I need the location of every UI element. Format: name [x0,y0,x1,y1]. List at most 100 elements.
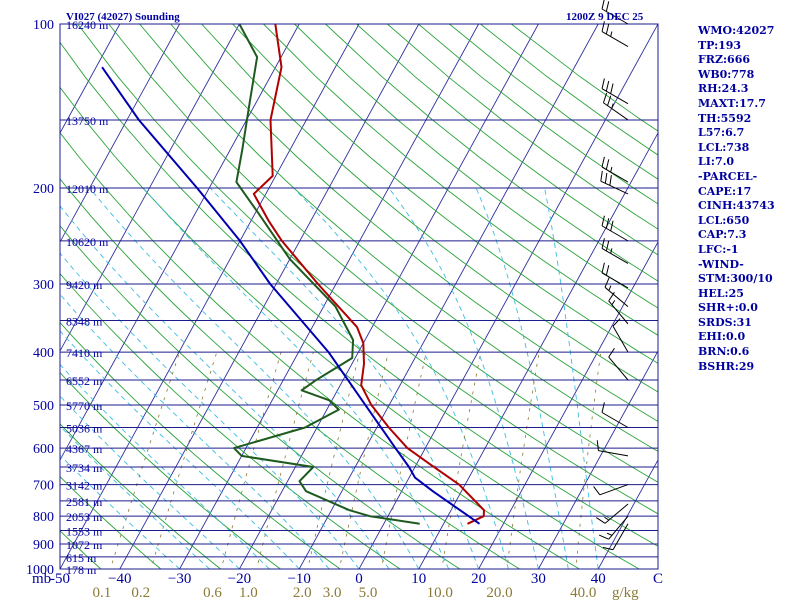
moist-adiabat-line [60,395,240,569]
pressure-unit-label: mb [32,571,51,587]
mixing-ratio-label: 5.0 [359,585,378,600]
wind-barb-full [605,159,610,170]
wind-barb-full [608,291,615,302]
pressure-tick-label: 1000 [26,563,54,578]
temperature-tick-label: −10 [287,571,310,587]
height-level-label: 3734 m [66,461,103,475]
height-level-label: 12010 m [66,182,109,196]
isotherm-line [478,241,658,569]
mixing-ratio-label: 0.1 [92,585,111,600]
dry-adiabat-line [60,272,401,569]
height-level-label: 8348 m [66,315,103,329]
height-level-label: 1072 m [66,538,103,552]
chart-title-right: 1200Z 9 DEC 25 [566,11,644,23]
wind-barb-full [601,215,605,226]
sounding-index-item: LFC:-1 [698,242,739,256]
dry-adiabat-line [232,24,658,364]
wind-barb-full [602,546,614,551]
isotherm-line [119,24,420,569]
mixing-ratio-label: 3.0 [323,585,342,600]
dry-adiabat-line [263,24,658,336]
wind-barb-full [601,21,605,32]
pressure-tick-label: 700 [33,479,54,494]
wind-barb-full [610,220,614,231]
pressure-tick-label: 900 [33,538,54,553]
sounding-index-item: STM:300/10 [698,272,773,286]
wind-barb-half [610,248,613,254]
temperature-tick-label: 40 [591,571,606,587]
dry-adiabat-line [170,24,658,422]
height-level-label: 16240 m [66,18,109,32]
mixing-ratio-line [220,351,282,569]
mixing-ratio-label: 1.0 [239,585,258,600]
wind-barb-staff [612,325,629,353]
sounding-index-item: BRN:0.6 [698,345,750,359]
height-level-label: 9420 m [66,278,103,292]
temperature-tick-label: 30 [531,571,546,587]
sounding-index-item: TH:5592 [698,111,752,125]
wind-barb-half [610,166,613,173]
dewpoint-profile-line [233,24,420,525]
moist-adiabat-line [475,187,569,569]
sounding-index-item: LCL:650 [698,213,750,227]
height-level-label: 13750 m [66,114,109,128]
dry-adiabat-line [139,24,658,452]
wind-barb-staff [608,356,629,381]
wind-barb-staff [608,300,629,325]
temperature-tick-label: -50 [50,571,70,587]
wind-barb-full [598,534,609,540]
sounding-indices-panel: WMO:42027 TP:193 FRZ:666 WB0:778 RH:24.3 MAXT… [698,24,775,374]
height-level-label: 7410 m [66,346,103,360]
wind-barb-full [605,1,610,12]
sounding-index-item: WB0:778 [698,67,755,81]
wind-barb-half [611,300,616,305]
mixing-ratio-label: 2.0 [293,585,312,600]
wind-barb-half [606,532,613,536]
isotherm-line [298,24,599,569]
temperature-tick-label: 20 [471,571,486,587]
wind-barb-full [601,78,605,89]
dry-adiabat-line [60,41,658,547]
sounding-index-item: CAP:7.3 [698,228,747,242]
dry-adiabat-line [60,86,641,569]
wind-barb-full [602,92,608,103]
sounding-index-item: RH:24.3 [698,82,749,96]
wind-barb-full [596,517,606,524]
sounding-profiles [101,24,485,525]
isotherm-line [179,24,479,569]
dry-adiabat-line [60,423,222,569]
chart-title-left: VI027 (42027) Sounding [66,11,180,23]
dry-adiabat-line [60,178,521,569]
wind-barbs [593,0,629,551]
height-level-label: 1553 m [66,525,103,539]
wind-barb-full [605,218,610,229]
height-level-label: 4367 m [66,442,103,456]
pressure-tick-label: 400 [33,346,54,361]
wind-barb-half [611,103,614,109]
dry-adiabat-line [108,24,658,483]
sounding-index-item: FRZ:666 [698,53,751,67]
wind-barb-staff [601,412,629,428]
parcel-profile-line [101,66,481,525]
sounding-index-item: CAPE:17 [698,184,752,198]
wind-barb-full [605,80,610,92]
sounding-index-item: WMO:42027 [698,24,775,37]
sounding-index-item: SRDS:31 [698,315,752,329]
mixing-ratio-line [109,351,180,569]
sounding-index-item: CINH:43743 [698,199,775,213]
pressure-tick-label: 300 [33,278,54,293]
mixing-ratio-label: 40.0 [570,585,596,600]
temperature-tick-label: −30 [168,571,191,587]
mixing-ratio-line [506,352,540,569]
temperature-tick-label: 10 [411,571,426,587]
dry-adiabat-line [60,132,581,569]
temperature-tick-label: 0 [355,571,363,587]
sounding-index-item: -WIND- [698,257,744,271]
height-level-label: 10620 m [66,235,109,249]
temperature-profile-line [252,24,485,525]
plot-frame [59,23,659,570]
grid-lines [60,24,658,569]
height-level-label: 6552 m [66,374,103,388]
wind-barb-full [604,277,610,288]
